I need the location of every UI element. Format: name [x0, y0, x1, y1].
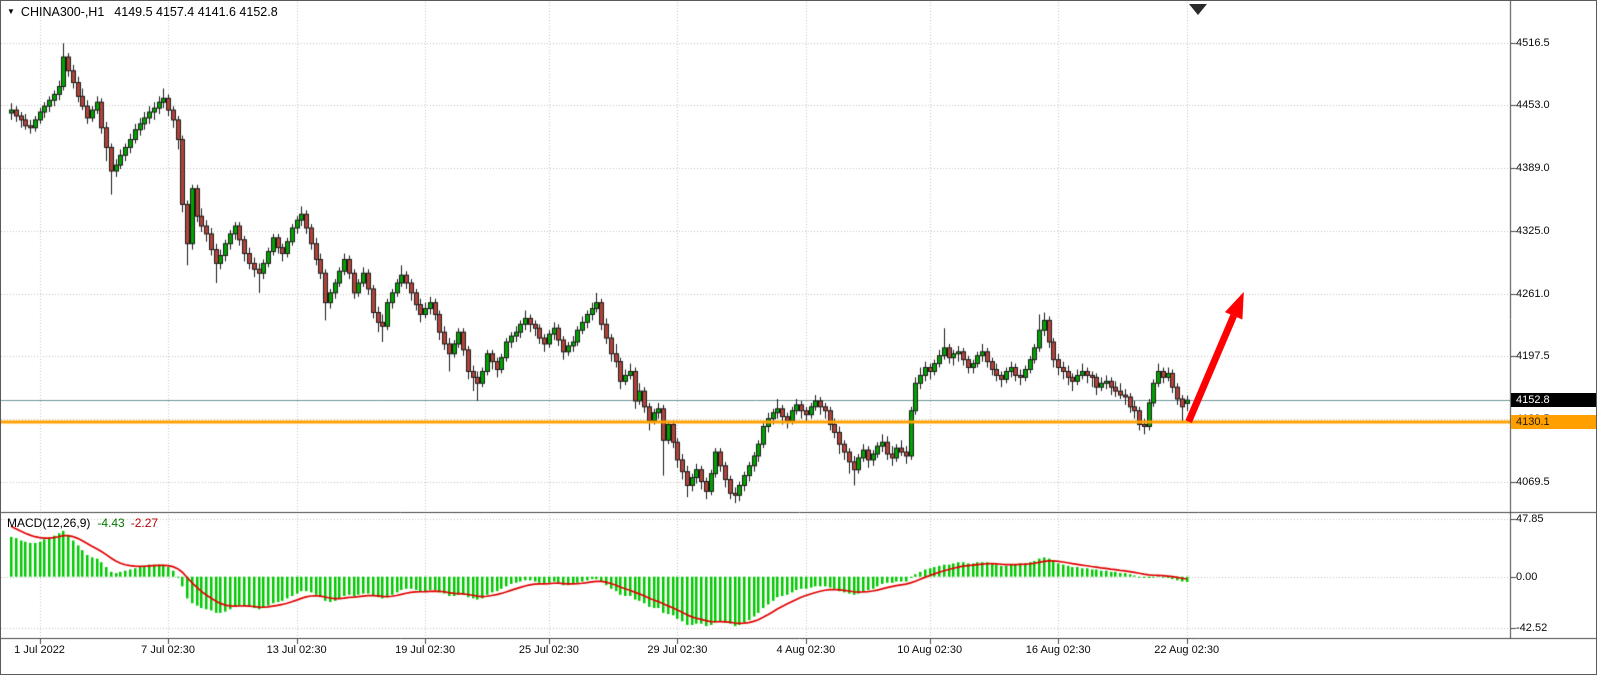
symbol-timeframe-label: CHINA300-,H1: [20, 5, 105, 19]
price-tick-label: 4261.0: [1516, 287, 1550, 300]
one-click-trading-expander-icon[interactable]: ▼: [7, 7, 15, 16]
price-tick-label: 4325.0: [1516, 224, 1550, 237]
time-tick-label: 16 Aug 02:30: [1025, 644, 1091, 656]
bid-price-badge: 4152.8: [1511, 393, 1596, 408]
time-tick-label: 19 Jul 02:30: [395, 644, 456, 656]
time-tick-label: 1 Jul 2022: [14, 644, 65, 656]
time-tick-label: 13 Jul 02:30: [266, 644, 327, 656]
chart-shift-marker-icon[interactable]: [1189, 4, 1207, 15]
time-tick-label: 4 Aug 02:30: [776, 644, 836, 656]
macd-tick-label: 47.85: [1516, 513, 1544, 525]
macd-signal-value: -2.27: [130, 516, 159, 530]
time-tick-label: 7 Jul 02:30: [141, 644, 195, 656]
price-scale[interactable]: 4516.54453.04389.04325.04261.04197.54133…: [1510, 1, 1596, 661]
macd-name: MACD(12,26,9): [7, 516, 91, 530]
price-tick-label: 4453.0: [1516, 99, 1550, 112]
time-tick-label: 29 Jul 02:30: [647, 644, 708, 656]
hline-price-badge: 4130.1: [1511, 415, 1596, 430]
price-tick-label: 4069.5: [1516, 476, 1550, 488]
price-tick-label: 4516.5: [1516, 36, 1550, 49]
time-tick-label: 25 Jul 02:30: [518, 644, 579, 656]
macd-indicator-label: MACD(12,26,9) -4.43 -2.27: [7, 516, 158, 530]
macd-tick-label: -42.52: [1516, 621, 1548, 634]
time-tick-label: 22 Aug 02:30: [1154, 644, 1220, 656]
chart-header: ▼ CHINA300-,H1 4149.5 4157.4 4141.6 4152.8: [7, 5, 278, 19]
price-tick-label: 4197.5: [1516, 350, 1550, 363]
macd-tick-label: 0.00: [1516, 570, 1538, 583]
price-tick-label: 4389.0: [1516, 162, 1550, 175]
time-scale[interactable]: 1 Jul 2022 7 Jul 02:30 13 Jul 02:30 19 Jul …: [1, 639, 1596, 674]
macd-main-value: -4.43: [97, 516, 125, 530]
time-tick-label: 10 Aug 02:30: [897, 644, 963, 656]
ohlc-values: 4149.5 4157.4 4141.6 4152.8: [114, 5, 278, 19]
